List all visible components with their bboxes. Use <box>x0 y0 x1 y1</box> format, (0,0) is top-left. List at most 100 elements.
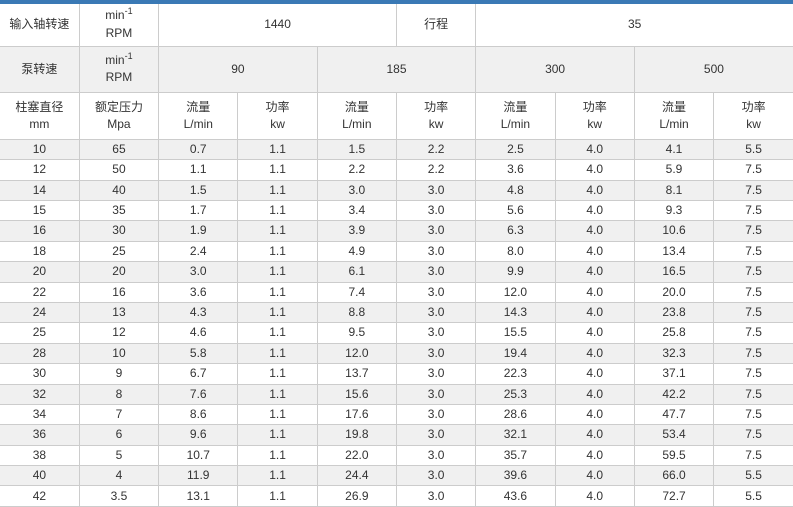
data-cell: 72.7 <box>633 485 715 507</box>
data-cell: 0.7 <box>158 138 239 161</box>
data-cell: 24 <box>0 301 80 324</box>
data-cell: 4.9 <box>316 240 397 263</box>
data-cell: 5.8 <box>158 342 239 365</box>
table-row: 40 4 11.9 1.1 24.4 3.0 39.6 4.0 66.0 5.5 <box>0 465 793 487</box>
data-cell: 12.0 <box>316 342 397 365</box>
data-cell: 4.0 <box>554 261 635 283</box>
data-cell: 7.5 <box>713 444 793 467</box>
data-cell: 24.4 <box>316 465 397 487</box>
data-cell: 19.8 <box>316 424 397 446</box>
data-cell: 4.0 <box>554 138 635 161</box>
data-cell: 3.6 <box>158 281 239 303</box>
column-header-7: 功率 kw <box>554 92 635 140</box>
data-cell: 5.6 <box>475 199 556 222</box>
data-cell: 3.0 <box>395 301 477 324</box>
data-cell: 13.1 <box>158 485 239 507</box>
top-accent-bar <box>0 0 793 4</box>
pump-speed-value-4: 500 <box>633 45 793 94</box>
table-row: 18 25 2.4 1.1 4.9 3.0 8.0 4.0 13.4 7.5 <box>0 240 793 263</box>
data-cell: 3.0 <box>316 179 397 201</box>
data-cell: 65 <box>78 138 160 161</box>
data-cell: 30 <box>0 363 80 385</box>
data-cell: 7.5 <box>713 199 793 222</box>
data-cell: 6.7 <box>158 363 239 385</box>
table-row: 38 5 10.7 1.1 22.0 3.0 35.7 4.0 59.5 7.5 <box>0 444 793 467</box>
pump-speed-label: 泵转速 <box>0 45 80 94</box>
data-cell: 6.1 <box>316 261 397 283</box>
data-cell: 1.1 <box>237 424 318 446</box>
data-cell: 1.1 <box>237 363 318 385</box>
data-cell: 18 <box>0 240 80 263</box>
data-cell: 6.3 <box>475 220 556 242</box>
data-cell: 1.1 <box>237 261 318 283</box>
unit-rpm: RPM <box>105 70 133 85</box>
data-cell: 5.9 <box>633 159 715 181</box>
data-cell: 59.5 <box>633 444 715 467</box>
data-cell: 8.8 <box>316 301 397 324</box>
data-cell: 7.5 <box>713 403 793 426</box>
data-cell: 7.5 <box>713 281 793 303</box>
data-cell: 42 <box>0 485 80 507</box>
data-cell: 35 <box>78 199 160 222</box>
data-cell: 5.5 <box>713 138 793 161</box>
data-cell: 3.9 <box>316 220 397 242</box>
data-cell: 10 <box>78 342 160 365</box>
data-cell: 3.0 <box>395 322 477 344</box>
data-cell: 7.5 <box>713 179 793 201</box>
input-speed-value: 1440 <box>158 4 397 47</box>
data-cell: 4.0 <box>554 199 635 222</box>
data-cell: 28 <box>0 342 80 365</box>
data-cell: 4.0 <box>554 179 635 201</box>
data-cell: 1.5 <box>158 179 239 201</box>
data-cell: 11.9 <box>158 465 239 487</box>
data-cell: 7.5 <box>713 363 793 385</box>
data-cell: 9 <box>78 363 160 385</box>
table-row: 15 35 1.7 1.1 3.4 3.0 5.6 4.0 9.3 7.5 <box>0 199 793 222</box>
pump-speed-value-2: 185 <box>316 45 477 94</box>
data-cell: 3.4 <box>316 199 397 222</box>
table-row: 10 65 0.7 1.1 1.5 2.2 2.5 4.0 4.1 5.5 <box>0 138 793 161</box>
data-cell: 14 <box>0 179 80 201</box>
column-header-0: 柱塞直径 mm <box>0 92 80 140</box>
data-cell: 4.0 <box>554 485 635 507</box>
pump-speed-value-3: 300 <box>475 45 635 94</box>
data-cell: 1.1 <box>237 159 318 181</box>
data-cell: 16 <box>0 220 80 242</box>
data-cell: 16.5 <box>633 261 715 283</box>
data-cell: 25.3 <box>475 383 556 405</box>
data-cell: 22.0 <box>316 444 397 467</box>
table-row: 30 9 6.7 1.1 13.7 3.0 22.3 4.0 37.1 7.5 <box>0 363 793 385</box>
data-cell: 32 <box>0 383 80 405</box>
data-cell: 39.6 <box>475 465 556 487</box>
data-cell: 1.1 <box>237 322 318 344</box>
table-row: 12 50 1.1 1.1 2.2 2.2 3.6 4.0 5.9 7.5 <box>0 159 793 181</box>
unit-superscript: -1 <box>124 6 133 17</box>
data-cell: 26.9 <box>316 485 397 507</box>
unit-superscript: -1 <box>124 51 133 62</box>
data-cell: 5.5 <box>713 465 793 487</box>
pump-speed-row: 泵转速 min-1 RPM 90 185 300 500 <box>0 45 793 94</box>
data-cell: 4.0 <box>554 383 635 405</box>
data-cell: 1.1 <box>237 342 318 365</box>
data-cell: 2.2 <box>395 138 477 161</box>
data-cell: 3.5 <box>78 485 160 507</box>
data-cell: 30 <box>78 220 160 242</box>
data-cell: 1.1 <box>237 485 318 507</box>
data-cell: 3.0 <box>395 444 477 467</box>
data-cell: 37.1 <box>633 363 715 385</box>
data-cell: 7.5 <box>713 261 793 283</box>
data-cell: 7.5 <box>713 424 793 446</box>
data-cell: 19.4 <box>475 342 556 365</box>
data-cell: 40 <box>0 465 80 487</box>
data-cell: 3.0 <box>158 261 239 283</box>
data-cell: 22.3 <box>475 363 556 385</box>
data-cell: 4.3 <box>158 301 239 324</box>
data-cell: 4.0 <box>554 240 635 263</box>
data-cell: 66.0 <box>633 465 715 487</box>
data-cell: 47.7 <box>633 403 715 426</box>
data-cell: 3.6 <box>475 159 556 181</box>
data-cell: 1.9 <box>158 220 239 242</box>
stroke-label: 行程 <box>395 4 477 47</box>
data-cell: 20 <box>78 261 160 283</box>
table-row: 28 10 5.8 1.1 12.0 3.0 19.4 4.0 32.3 7.5 <box>0 342 793 365</box>
